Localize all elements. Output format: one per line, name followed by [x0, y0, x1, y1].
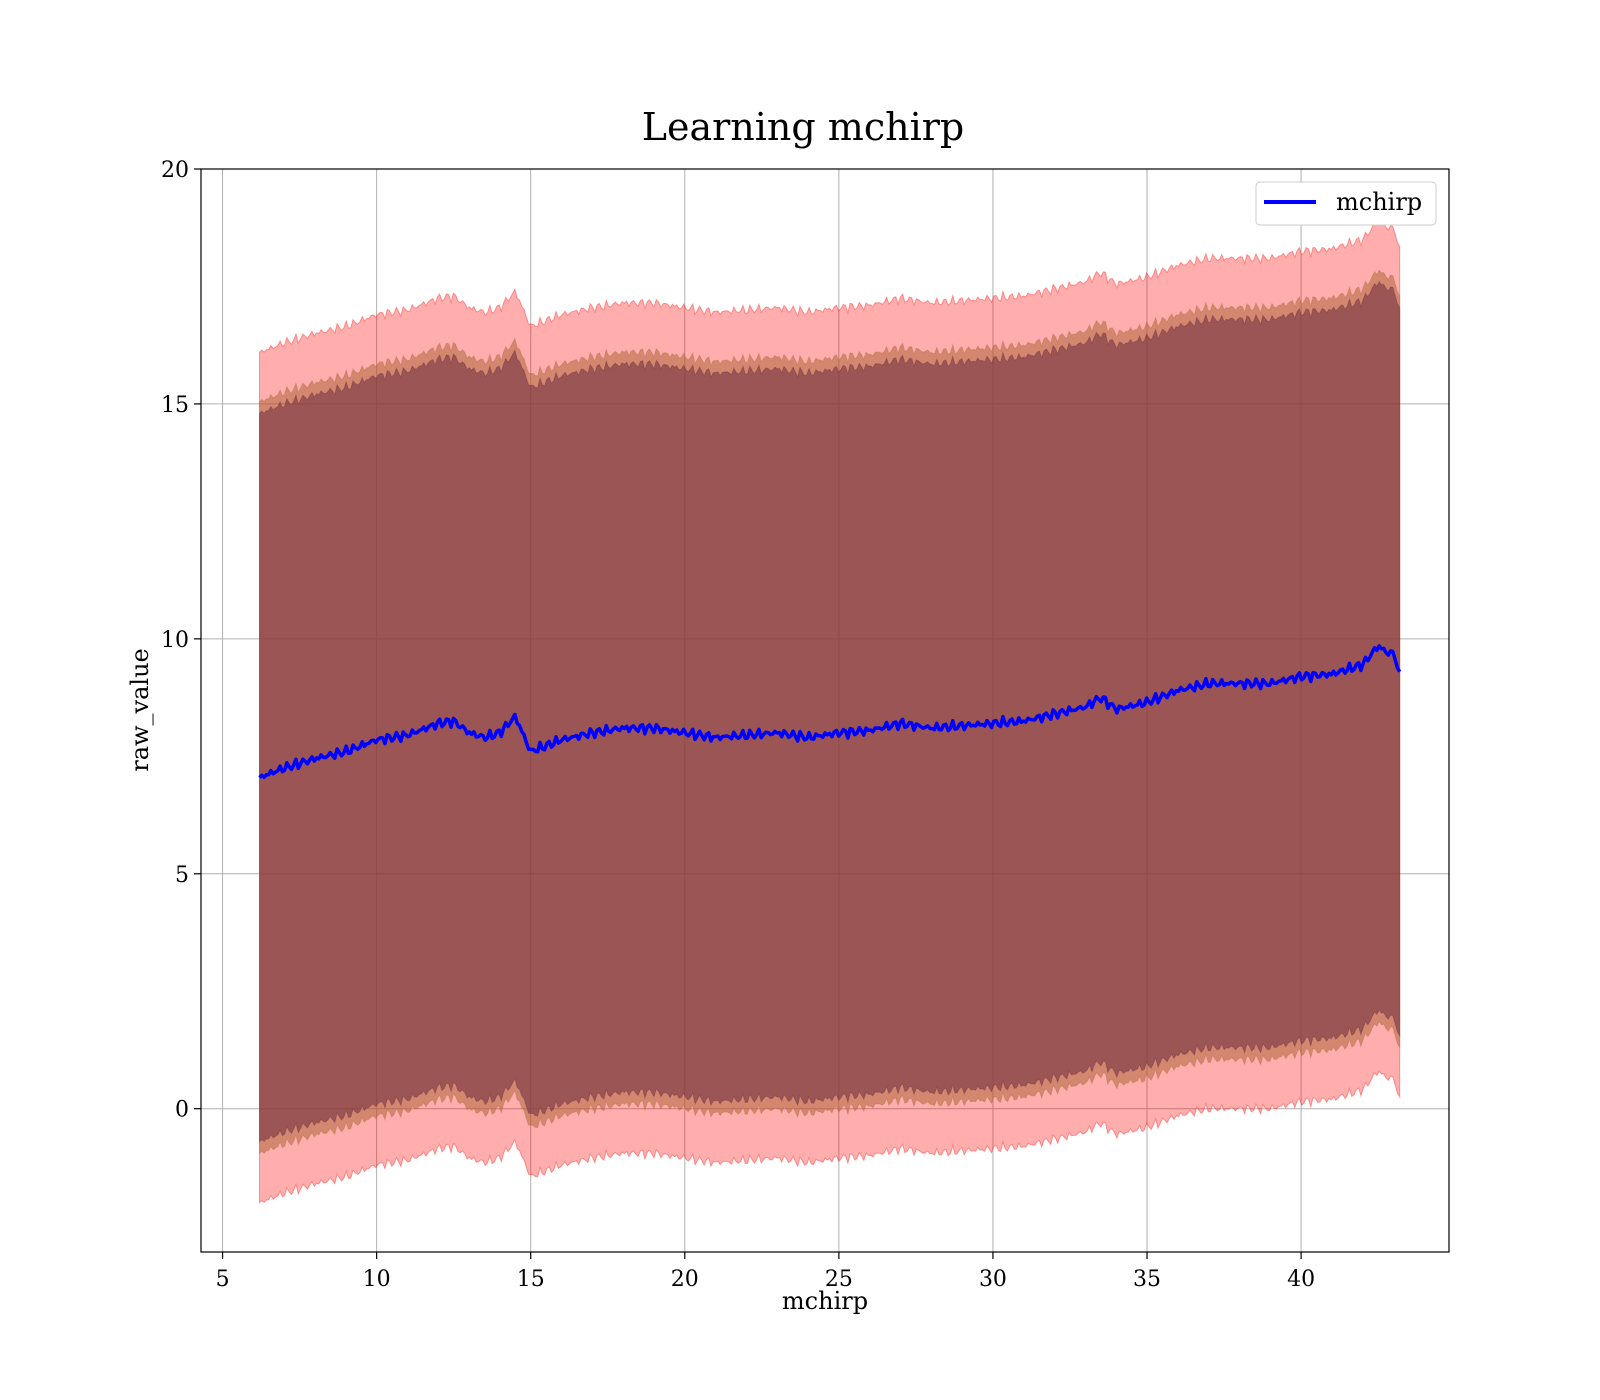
y-axis-ticks: 0 5 10 15 20 [161, 158, 201, 1123]
chart-title: Learning mchirp [642, 105, 964, 149]
x-axis-label: mchirp [782, 1287, 868, 1315]
series-layer [258, 644, 1402, 780]
series-line-mchirp [258, 644, 1402, 780]
y-tick-label: 0 [175, 1098, 189, 1123]
x-tick-label: 10 [363, 1267, 391, 1292]
x-tick-label: 30 [979, 1267, 1007, 1292]
y-tick-label: 15 [161, 393, 189, 418]
y-axis-label: raw_value [126, 648, 154, 772]
plot-frame [200, 168, 1450, 1253]
x-tick-label: 35 [1133, 1267, 1161, 1292]
uncertainty-bands [259, 219, 1401, 1204]
y-tick-label: 10 [161, 628, 189, 653]
legend-box [1255, 181, 1437, 226]
band-inner [259, 280, 1401, 1143]
x-tick-label: 5 [216, 1267, 230, 1292]
plot-area [200, 168, 1450, 1253]
x-axis-ticks: 5 10 15 20 25 30 35 40 [216, 1252, 1315, 1292]
y-tick-label: 20 [161, 158, 189, 183]
x-tick-label: 20 [671, 1267, 699, 1292]
legend-label-mchirp: mchirp [1336, 188, 1422, 216]
legend: mchirp [1255, 181, 1437, 226]
x-tick-label: 15 [517, 1267, 545, 1292]
x-tick-label: 40 [1287, 1267, 1315, 1292]
y-tick-label: 5 [175, 863, 189, 888]
x-tick-label: 25 [825, 1267, 853, 1292]
